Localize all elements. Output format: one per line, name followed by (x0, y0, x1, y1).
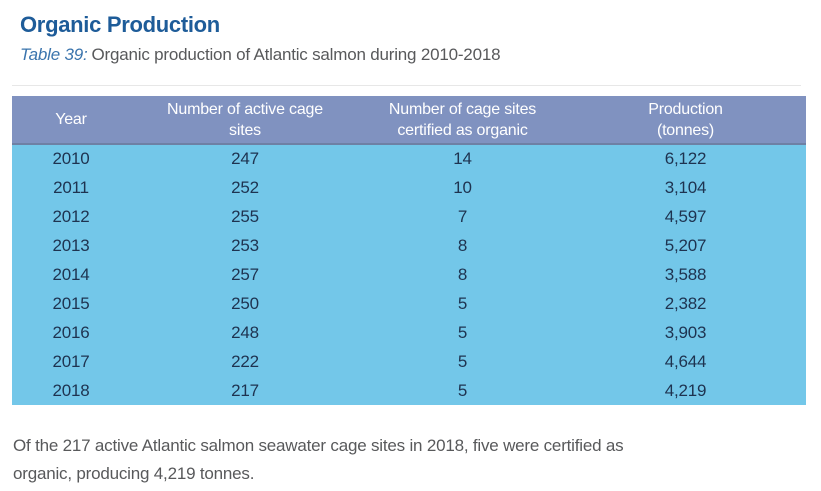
col-header-active-cage-sites: Number of active cage sites (130, 96, 360, 145)
table-caption-label: Table 39: (20, 45, 88, 64)
cell-production: 4,644 (565, 347, 806, 376)
table-row: 2015 250 5 2,382 (12, 289, 806, 318)
cell-production: 3,903 (565, 318, 806, 347)
cell-production: 5,207 (565, 231, 806, 260)
cell-active-sites: 250 (130, 289, 360, 318)
cell-year: 2017 (12, 347, 130, 376)
cell-production: 4,597 (565, 202, 806, 231)
cell-active-sites: 248 (130, 318, 360, 347)
cell-organic-sites: 5 (360, 376, 565, 405)
cell-organic-sites: 7 (360, 202, 565, 231)
table-row: 2014 257 8 3,588 (12, 260, 806, 289)
cell-active-sites: 217 (130, 376, 360, 405)
table-row: 2010 247 14 6,122 (12, 144, 806, 173)
cell-year: 2015 (12, 289, 130, 318)
col-header-production: Production (tonnes) (565, 96, 806, 145)
cell-year: 2018 (12, 376, 130, 405)
cell-active-sites: 252 (130, 173, 360, 202)
table-caption: Table 39: Organic production of Atlantic … (20, 45, 821, 65)
cell-active-sites: 255 (130, 202, 360, 231)
table-row: 2016 248 5 3,903 (12, 318, 806, 347)
cell-active-sites: 247 (130, 144, 360, 173)
cell-year: 2014 (12, 260, 130, 289)
divider-rule (12, 85, 801, 86)
cell-organic-sites: 14 (360, 144, 565, 173)
summary-note-line-1: Of the 217 active Atlantic salmon seawat… (13, 436, 624, 455)
cell-year: 2011 (12, 173, 130, 202)
table-row: 2013 253 8 5,207 (12, 231, 806, 260)
cell-active-sites: 257 (130, 260, 360, 289)
page-title: Organic Production (20, 12, 220, 37)
table-row: 2011 252 10 3,104 (12, 173, 806, 202)
cell-production: 6,122 (565, 144, 806, 173)
cell-year: 2013 (12, 231, 130, 260)
table-caption-text: Organic production of Atlantic salmon du… (91, 45, 501, 64)
cell-production: 4,219 (565, 376, 806, 405)
cell-organic-sites: 8 (360, 231, 565, 260)
organic-production-table: Year Number of active cage sites Number o… (12, 96, 806, 405)
cell-organic-sites: 10 (360, 173, 565, 202)
col-header-year: Year (12, 96, 130, 145)
table-row: 2012 255 7 4,597 (12, 202, 806, 231)
cell-organic-sites: 5 (360, 289, 565, 318)
cell-active-sites: 253 (130, 231, 360, 260)
cell-organic-sites: 5 (360, 347, 565, 376)
cell-year: 2012 (12, 202, 130, 231)
table-row: 2018 217 5 4,219 (12, 376, 806, 405)
summary-note: Of the 217 active Atlantic salmon seawat… (13, 432, 803, 488)
cell-production: 3,588 (565, 260, 806, 289)
table-header-row: Year Number of active cage sites Number o… (12, 96, 806, 145)
cell-year: 2016 (12, 318, 130, 347)
cell-organic-sites: 5 (360, 318, 565, 347)
summary-note-line-2: organic, producing 4,219 tonnes. (13, 464, 255, 483)
col-header-organic-cage-sites: Number of cage sites certified as organic (360, 96, 565, 145)
cell-year: 2010 (12, 144, 130, 173)
cell-active-sites: 222 (130, 347, 360, 376)
table-row: 2017 222 5 4,644 (12, 347, 806, 376)
cell-organic-sites: 8 (360, 260, 565, 289)
cell-production: 2,382 (565, 289, 806, 318)
cell-production: 3,104 (565, 173, 806, 202)
